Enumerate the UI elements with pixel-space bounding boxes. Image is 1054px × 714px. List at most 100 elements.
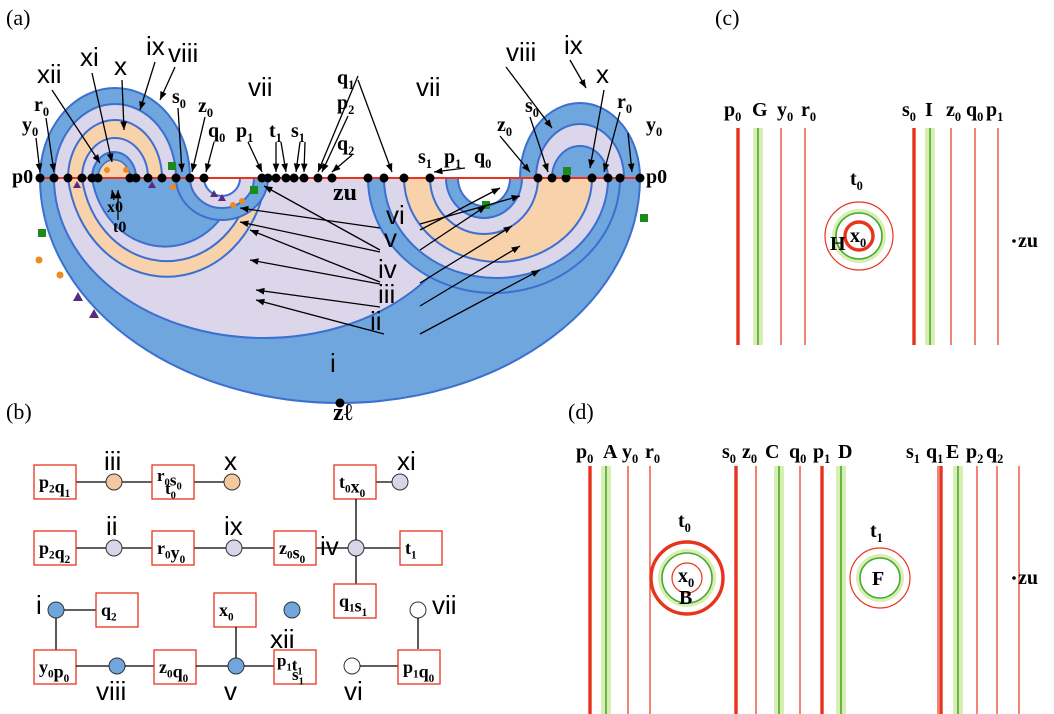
- orange-dot: [104, 167, 110, 173]
- purple-triangle: [148, 181, 156, 188]
- box-label-p1t1s1: s1: [292, 665, 304, 687]
- tree-box-x0: [213, 592, 257, 628]
- top-label-q1: q1: [337, 67, 354, 92]
- top-label-s1: s1: [291, 120, 305, 145]
- region-label-xi: xi: [80, 42, 99, 72]
- d-label-q0: q0: [789, 441, 806, 466]
- axis-dot: [289, 173, 299, 183]
- d-ring: [859, 557, 901, 599]
- green-square: [250, 186, 258, 194]
- axis-dot: [533, 173, 543, 183]
- box-label-p1q0: p1q0: [403, 657, 435, 685]
- tree-label-ix: ix: [224, 511, 243, 541]
- axis-dot: [185, 173, 195, 183]
- top-label-p1: p1: [236, 120, 253, 145]
- top-label-y0: y0: [22, 114, 38, 139]
- box-label-x0: x0: [219, 600, 234, 624]
- top-label-p1: p1: [444, 146, 461, 171]
- axis-dot: [77, 173, 87, 183]
- tree-label-iii: iii: [104, 446, 121, 476]
- region-label-vii: vii: [416, 72, 441, 102]
- region-label-ix: ix: [146, 31, 165, 61]
- axis-dot: [363, 173, 373, 183]
- c-label-s0: s0: [902, 99, 916, 124]
- c-x0: x0: [850, 225, 866, 250]
- d-label-z0: z0: [742, 441, 757, 466]
- axis-dot: [379, 173, 389, 183]
- c-label-y0: y0: [777, 99, 793, 124]
- d-ring: [671, 562, 703, 594]
- region-label-i: i: [330, 348, 336, 378]
- tree-box-r0y0: [151, 530, 195, 566]
- c-label-I: I: [925, 99, 933, 121]
- box-label-t0x0: t0x0: [339, 472, 366, 500]
- tree-box-r0s0t0: [151, 464, 195, 500]
- top-label-s0: s0: [172, 86, 186, 111]
- box-label-p2q2: p2q2: [39, 538, 71, 566]
- region-label-v: v: [384, 223, 397, 253]
- tree-box-t1: [399, 530, 443, 566]
- d-label-A: A: [603, 441, 618, 463]
- top-label-y0: y0: [646, 114, 662, 139]
- tree-box-z0q0: [153, 649, 197, 685]
- d-label-p1: p1: [813, 441, 830, 466]
- region-label-vi: vi: [386, 200, 405, 230]
- box-label-p1t1s1: p1t1: [277, 651, 303, 678]
- box-label-r0y0: r0y0: [157, 538, 186, 566]
- c-label-p1: p1: [986, 99, 1003, 124]
- region-label-iii: iii: [378, 279, 395, 309]
- d-label-r0: r0: [645, 441, 660, 466]
- axis-dot: [35, 173, 45, 183]
- tree-node: [283, 601, 301, 619]
- axis-dot: [281, 173, 291, 183]
- top-label-z0: z0: [198, 95, 213, 120]
- c-label-p0: p0: [724, 99, 741, 124]
- tree-box-t0x0: [333, 464, 377, 500]
- purple-triangle: [218, 194, 226, 201]
- tree-label-v: v: [224, 676, 237, 706]
- box-label-q1s1: q1s1: [339, 591, 367, 619]
- c-label-z0: z0: [946, 99, 961, 124]
- top-label-q2: q2: [337, 133, 354, 158]
- purple-triangle: [73, 181, 81, 188]
- d-label-C: C: [765, 441, 779, 463]
- d-zu: zu: [1018, 567, 1038, 589]
- tree-node: [108, 657, 126, 675]
- tree-label-i: i: [36, 590, 42, 620]
- d-label-q1: q1: [926, 441, 943, 466]
- d-x0: x0: [678, 565, 694, 590]
- c-dot: [1012, 239, 1016, 243]
- orange-dot: [230, 202, 236, 208]
- axis-right-label: p0: [646, 166, 667, 188]
- axis-dot: [49, 173, 59, 183]
- tree-node: [391, 473, 409, 491]
- top-label-r0: r0: [617, 91, 632, 116]
- top-label-p2: p2: [337, 92, 354, 117]
- tree-label-ii: ii: [106, 511, 118, 541]
- panel-c-label: (c): [715, 5, 739, 30]
- purple-triangle: [73, 292, 83, 301]
- d-t0: t0: [678, 510, 691, 535]
- zl-label: zℓ: [333, 400, 353, 426]
- top-label-t1: t1: [269, 120, 282, 145]
- tree-box-q2: [95, 592, 139, 628]
- orange-dot: [239, 198, 245, 204]
- axis-dot: [63, 173, 73, 183]
- axis-dot: [143, 173, 153, 183]
- axis-left-label: p0: [12, 166, 33, 188]
- d-t1: t1: [870, 520, 883, 545]
- region-label-ii: ii: [370, 306, 382, 336]
- c-t0: t0: [850, 168, 863, 193]
- box-label-r0s0t0: r0s0: [157, 466, 182, 493]
- region-label-iv: iv: [378, 254, 397, 284]
- t0-label: t0: [113, 219, 126, 236]
- orange-dot: [170, 184, 176, 190]
- axis-dot: [299, 173, 309, 183]
- panel-b-label: (b): [6, 399, 32, 424]
- top-label-s0: s0: [525, 95, 539, 120]
- axis-dot: [587, 173, 597, 183]
